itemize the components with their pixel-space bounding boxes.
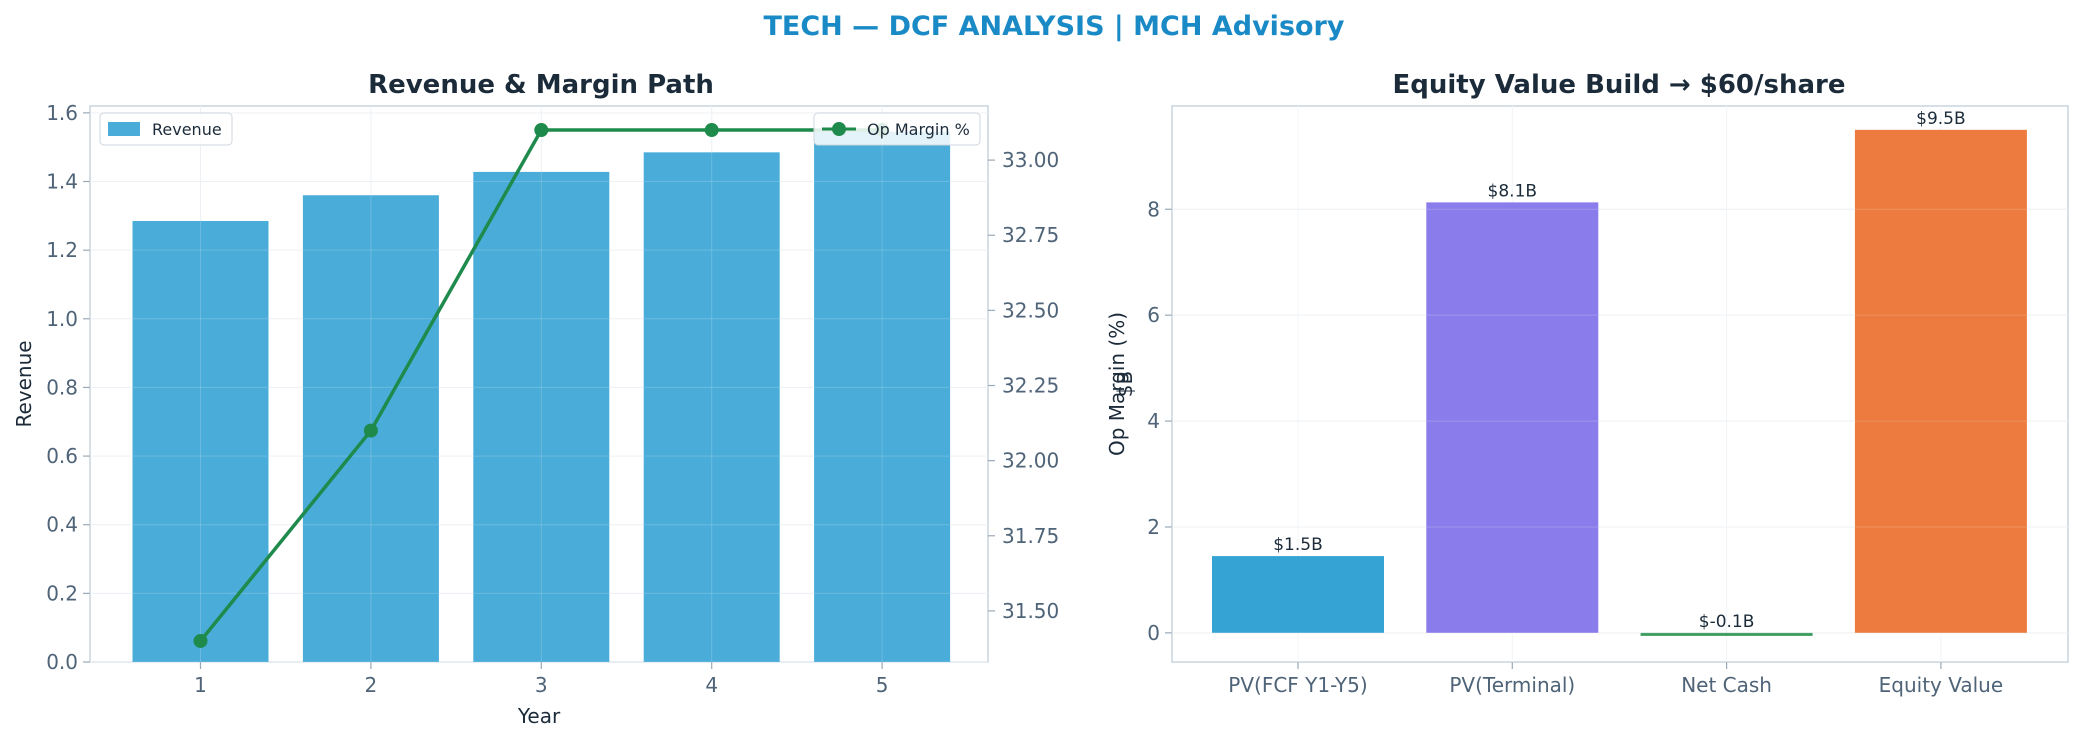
left-x-ticks: 1 2 3 4 5 [194,662,888,697]
right-y-tick-label: 4 [1147,409,1160,433]
revenue-legend-label: Revenue [152,120,222,139]
right-x-tick-label: PV(FCF Y1-Y5) [1228,673,1367,697]
equity-data-labels: $1.5B $8.1B $-0.1B $9.5B [1273,109,1965,632]
margin-point [193,633,208,648]
equity-bar-label: $8.1B [1488,181,1538,201]
right-y-tick-label: 6 [1147,303,1160,327]
equity-bar [1854,129,2027,633]
left-x-tick-label: 3 [535,673,548,697]
left-y2-tick-label: 32.00 [1002,449,1059,473]
left-y2-tick-label: 32.25 [1002,374,1059,398]
equity-bar [1426,202,1599,633]
revenue-bar [473,171,610,662]
left-y2-tick-label: 31.75 [1002,524,1059,548]
right-x-tick-label: Net Cash [1681,673,1772,697]
revenue-legend-swatch [108,122,140,136]
right-y-ticks: 0 2 4 6 8 [1147,197,1172,645]
margin-legend: Op Margin % [813,112,981,146]
left-y-tick-label: 1.2 [46,238,78,262]
equity-bar-label: $-0.1B [1699,612,1755,632]
left-y-tick-label: 1.4 [46,170,78,194]
revenue-bar [643,152,780,663]
margin-point [363,423,378,438]
right-x-ticks: PV(FCF Y1-Y5) PV(Terminal) Net Cash Equity … [1228,662,2003,697]
left-y-tick-label: 0.0 [46,650,78,674]
equity-bar-label: $9.5B [1916,109,1966,129]
margin-point [534,123,549,138]
revenue-bars [90,106,988,663]
left-y-tick-label: 0.8 [46,375,78,399]
right-x-tick-label: Equity Value [1879,673,2004,697]
right-y-axis-label: $B [1113,371,1137,397]
margin-legend-marker [832,122,846,136]
left-y-tick-label: 0.4 [46,513,78,537]
right-chart-title: Equity Value Build → $60/share [1393,70,1846,100]
left-y2-tick-label: 32.50 [1002,298,1059,322]
left-y2-ticks: 31.50 31.75 32.00 32.25 32.50 32.75 33.00 [988,148,1059,623]
equity-build-chart: Equity Value Build → $60/share $1.5B $8.1… [1113,70,2069,697]
margin-point [704,123,719,138]
revenue-bar [814,131,951,663]
left-y-tick-label: 0.2 [46,581,78,605]
left-y-ticks: 0.0 0.2 0.4 0.6 0.8 1.0 1.2 1.4 1.6 [46,101,90,674]
revenue-margin-chart: Revenue & Margin Path 0.0 0.2 0.4 0.6 0.8 1.0… [12,70,1129,728]
left-y2-tick-label: 31.50 [1002,599,1059,623]
figure-title: TECH — DCF ANALYSIS | MCH Advisory [764,11,1345,42]
left-y-tick-label: 1.6 [46,101,78,125]
left-y-tick-label: 1.0 [46,307,78,331]
margin-legend-label: Op Margin % [867,120,970,139]
right-x-tick-label: PV(Terminal) [1449,673,1575,697]
right-plot-frame [1171,105,2069,663]
right-y-tick-label: 2 [1147,515,1160,539]
right-y-tick-label: 0 [1147,621,1160,645]
left-chart-title: Revenue & Margin Path [368,70,714,100]
right-y-tick-label: 8 [1147,197,1160,221]
left-y2-tick-label: 32.75 [1002,223,1059,247]
equity-bar [1640,632,1813,636]
left-x-tick-label: 4 [705,673,718,697]
left-y2-tick-label: 33.00 [1002,148,1059,172]
equity-bar [1212,556,1384,633]
equity-bars [1172,129,2068,636]
revenue-legend: Revenue [99,112,233,146]
left-y-axis-label: Revenue [12,340,36,427]
revenue-bar [132,220,269,662]
equity-bar-label: $1.5B [1273,535,1323,555]
left-x-tick-label: 1 [194,673,207,697]
left-x-tick-label: 5 [876,673,889,697]
left-y-tick-label: 0.6 [46,444,78,468]
left-y2-axis-label: Op Margin (%) [1105,312,1129,456]
left-x-tick-label: 2 [365,673,378,697]
left-x-axis-label: Year [517,704,561,728]
